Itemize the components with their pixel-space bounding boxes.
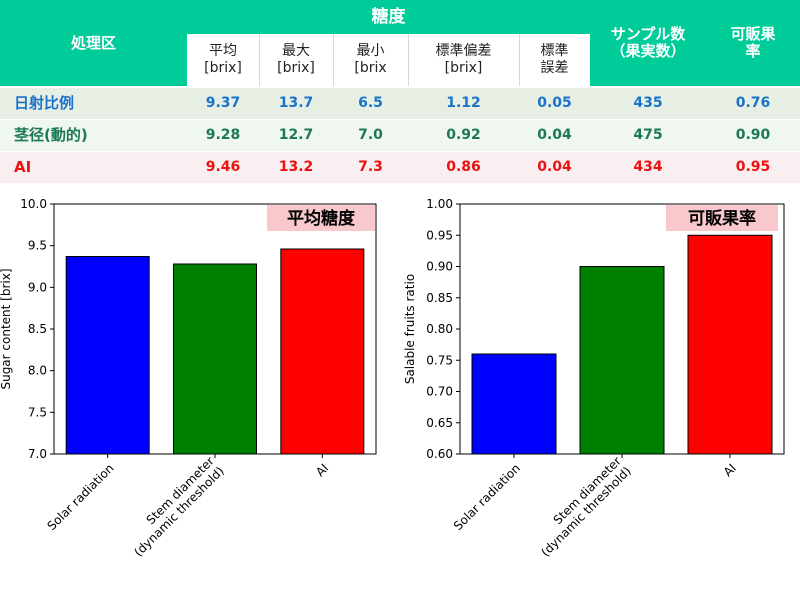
salable-ratio-chart: 0.60 0.65 0.70 0.75 0.80 0.85 0.90 0.95 1.00 Sala… [403, 197, 785, 559]
y-tick-label: 0.95 [426, 228, 453, 242]
chart-badge-bg [666, 205, 778, 231]
y-tick-label: 0.75 [426, 353, 453, 367]
header-salable-l2: 率 [745, 42, 761, 60]
subheader-mean-l1: 平均 [209, 43, 237, 59]
divider [259, 34, 260, 86]
row-stem-cell: 0.04 [519, 120, 590, 151]
row-ai-cell: 0.04 [519, 152, 590, 183]
y-tick-label: 9.0 [28, 280, 47, 294]
x-tick-label: Stem diameter(dynamic threshold) [538, 454, 633, 559]
row-solar-cell: 435 [590, 88, 706, 119]
row-ai-cell: 9.46 [187, 152, 259, 183]
row-solar-cell: 9.37 [187, 88, 259, 119]
divider [408, 34, 409, 86]
y-tick-label: 10.0 [20, 197, 47, 211]
subheader-stderr: 標準 誤差 [519, 34, 590, 86]
x-tick-label-line1: AI [721, 461, 739, 479]
x-tick-label: Solar radiation [45, 461, 117, 533]
chart-badge-text: 平均糖度 [287, 208, 356, 229]
subheader-max-l2: [brix] [277, 60, 315, 76]
subheader-stdev-l2: [brix] [444, 60, 483, 76]
header-treatment: 処理区 [0, 0, 187, 86]
header-sample-count: サンプル数 （果実数） [590, 0, 706, 86]
row-solar-cell: 1.12 [408, 88, 519, 119]
header-salable-ratio: 可販果 率 [706, 0, 800, 86]
subheader-stderr-l1: 標準 [540, 43, 569, 59]
sugar-content-chart: 7.0 7.5 8.0 8.5 9.0 9.5 10.0 Sugar content [bri… [0, 197, 377, 559]
y-tick-label: 7.0 [28, 447, 47, 461]
row-stem-cell: 7.0 [333, 120, 408, 151]
subheader-min: 最小 [brix [333, 34, 408, 86]
y-tick-label: 7.5 [28, 405, 47, 419]
subheader-min-l2: [brix [354, 60, 387, 76]
y-tick-label: 0.85 [426, 291, 453, 305]
bar-solar-radiation [65, 256, 150, 455]
bar-stem-diameter [173, 263, 257, 455]
subheader-max-l1: 最大 [282, 43, 310, 59]
subheader-mean-l2: [brix] [204, 60, 242, 76]
row-solar-cell: 0.05 [519, 88, 590, 119]
y-tick-label: 0.70 [426, 385, 453, 399]
x-tick-label-line1: AI [313, 461, 331, 479]
bar-solar-radiation [471, 353, 557, 455]
subheader-max: 最大 [brix] [259, 34, 333, 86]
header-salable-l1: 可販果 [730, 25, 776, 43]
y-tick-label: 0.60 [426, 447, 453, 461]
y-tick-label: 0.80 [426, 322, 453, 336]
y-tick-label: 0.90 [426, 260, 453, 274]
y-tick-label: 8.5 [28, 322, 47, 336]
x-tick-label: Stem diameter(dynamic threshold) [131, 454, 226, 559]
subheader-stdev: 標準偏差 [brix] [408, 34, 519, 86]
row-stem-cell: 0.92 [408, 120, 519, 151]
y-tick-label: 1.00 [426, 197, 453, 211]
x-tick-label-line2: (dynamic threshold) [131, 464, 226, 559]
x-tick-label: Solar radiation [451, 461, 523, 533]
x-tick-label-line1: Solar radiation [45, 461, 117, 533]
x-tick-label-line2: (dynamic threshold) [538, 464, 633, 559]
y-axis-label: Sugar content [brix] [0, 268, 13, 389]
row-solar-label: 日射比例 [0, 88, 187, 119]
subheader-stderr-l2: 誤差 [540, 60, 569, 76]
subheader-min-l1: 最小 [356, 43, 385, 59]
header-sample-l2: （果実数） [610, 42, 686, 60]
row-ai-cell: 434 [590, 152, 706, 183]
header-sugar: 糖度 [187, 0, 590, 34]
divider [333, 34, 334, 86]
row-ai-cell: 0.95 [706, 152, 800, 183]
y-tick-label: 0.65 [426, 416, 453, 430]
subheader-stdev-l1: 標準偏差 [435, 43, 492, 59]
row-ai-cell: 0.86 [408, 152, 519, 183]
row-stem-label: 茎径(動的) [0, 120, 187, 151]
bar-ai [687, 234, 773, 455]
x-tick-label-line1: Solar radiation [451, 461, 523, 533]
row-stem-cell: 12.7 [259, 120, 333, 151]
row-stem-cell: 9.28 [187, 120, 259, 151]
chart-badge-bg [267, 205, 375, 231]
row-ai-cell: 7.3 [333, 152, 408, 183]
row-stem-cell: 475 [590, 120, 706, 151]
row-solar-cell: 13.7 [259, 88, 333, 119]
subheader-mean: 平均 [brix] [187, 34, 259, 86]
row-ai-cell: 13.2 [259, 152, 333, 183]
x-tick-label: AI [313, 461, 331, 479]
divider [519, 34, 520, 86]
bar-stem-diameter [579, 266, 665, 455]
row-solar-cell: 0.76 [706, 88, 800, 119]
x-tick-label: AI [721, 461, 739, 479]
y-axis-label: Salable fruits ratio [403, 274, 417, 384]
header-sample-l1: サンプル数 [610, 25, 686, 43]
row-stem-cell: 0.90 [706, 120, 800, 151]
bar-ai [280, 248, 365, 455]
row-solar-cell: 6.5 [333, 88, 408, 119]
y-tick-label: 8.0 [28, 364, 47, 378]
results-table: 処理区 糖度 サンプル数 （果実数） 可販果 率 平均 [brix] 最大 [b… [0, 0, 800, 184]
chart-badge-text: 可販果率 [688, 208, 756, 229]
y-tick-label: 9.5 [28, 239, 47, 253]
row-ai-label: AI [0, 152, 187, 183]
